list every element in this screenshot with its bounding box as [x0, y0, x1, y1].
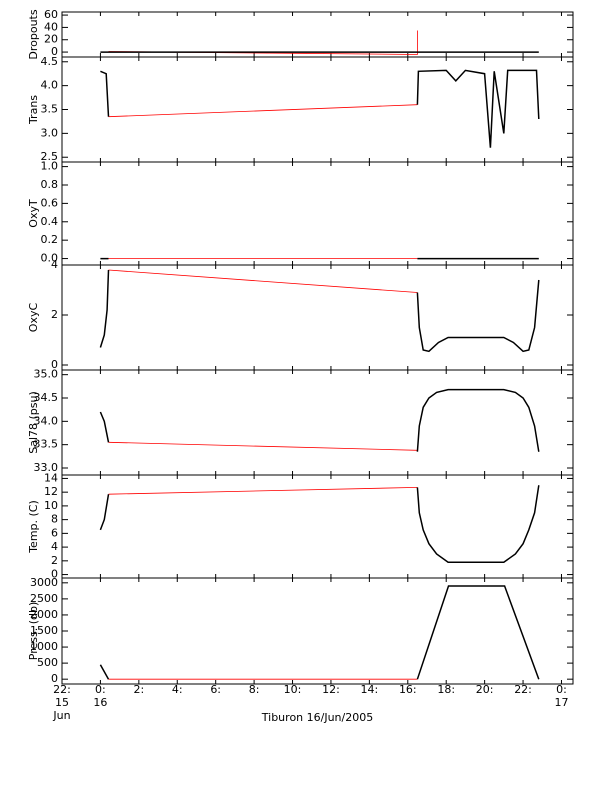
y-tick-label: 60 — [44, 8, 58, 21]
y-tick-label: 35.0 — [34, 368, 59, 381]
y-tick-label: 0 — [51, 672, 58, 685]
x-axis-label: Tiburon 16/Jun/2005 — [261, 711, 373, 724]
y-tick-label: 0.0 — [41, 252, 59, 265]
y-tick-label: 0.2 — [41, 233, 59, 246]
data-line — [99, 269, 540, 353]
y-tick-label: 34.5 — [34, 391, 59, 404]
x-date-label: 17 — [554, 696, 568, 709]
y-tick-label: 4 — [51, 540, 58, 553]
panel-frame — [61, 56, 574, 163]
y-tick-label: 0.6 — [41, 196, 59, 209]
gap-line — [108, 487, 418, 495]
x-tick-label: 10: — [284, 683, 302, 696]
panel-frame — [61, 161, 574, 266]
y-axis-label: OxyT — [27, 199, 40, 228]
y-tick-label: 0 — [51, 45, 58, 58]
y-axis-label: Dropouts — [27, 9, 40, 59]
y-tick-label: 1500 — [30, 624, 58, 637]
panel-frame — [61, 577, 574, 685]
data-line — [99, 485, 540, 563]
panel-frame — [61, 11, 574, 58]
data-line — [100, 69, 540, 148]
y-tick-label: 20 — [44, 33, 58, 46]
y-tick-label: 4.5 — [41, 55, 59, 68]
x-tick-label: 18: — [437, 683, 455, 696]
y-tick-label: 12 — [44, 485, 58, 498]
y-tick-label: 0 — [51, 358, 58, 371]
gap-line — [108, 269, 418, 293]
x-tick-label: 14: — [361, 683, 379, 696]
y-tick-label: 500 — [37, 656, 58, 669]
x-tick-label: 16: — [399, 683, 417, 696]
x-tick-label: 22: — [53, 683, 71, 696]
y-tick-label: 33.5 — [34, 438, 59, 451]
y-tick-label: 1.0 — [41, 160, 59, 173]
y-tick-label: 10 — [44, 499, 58, 512]
x-tick-label: 2: — [133, 683, 144, 696]
y-tick-label: 0.8 — [41, 178, 59, 191]
gap-line — [108, 104, 418, 118]
y-tick-label: 34.0 — [34, 414, 59, 427]
y-tick-label: 2500 — [30, 592, 58, 605]
y-tick-label: 3000 — [30, 576, 58, 589]
y-axis-label: Temp. (C) — [27, 500, 40, 554]
y-tick-label: 8 — [51, 513, 58, 526]
y-tick-label: 2000 — [30, 608, 58, 621]
panel-frame — [61, 369, 574, 476]
x-tick-label: 0: — [556, 683, 567, 696]
y-tick-label: 1000 — [30, 640, 58, 653]
y-tick-label: 3.0 — [41, 126, 59, 139]
y-tick-label: 2 — [51, 554, 58, 567]
x-tick-label: 12: — [322, 683, 340, 696]
x-date-label: 16 — [93, 696, 107, 709]
x-date-label: Jun — [52, 709, 70, 722]
x-date-label: 15 — [55, 696, 69, 709]
data-line — [99, 388, 540, 452]
y-tick-label: 6 — [51, 526, 58, 539]
x-tick-label: 6: — [210, 683, 221, 696]
y-axis-label: Press. (db) — [27, 602, 40, 661]
x-tick-label: 20: — [476, 683, 494, 696]
y-tick-label: 14 — [44, 471, 58, 484]
gap-line — [108, 441, 418, 451]
y-tick-label: 40 — [44, 20, 58, 33]
panel-frame — [61, 264, 574, 371]
gap-line — [108, 30, 418, 55]
y-axis-label: OxyC — [27, 303, 40, 333]
y-tick-label: 4 — [51, 258, 58, 271]
x-tick-label: 0: — [95, 683, 106, 696]
x-tick-label: 4: — [172, 683, 183, 696]
y-tick-label: 3.5 — [41, 103, 59, 116]
x-tick-label: 22: — [514, 683, 532, 696]
y-tick-label: 2.5 — [41, 150, 59, 163]
data-line — [99, 585, 540, 680]
y-tick-label: 33.0 — [34, 461, 59, 474]
y-tick-label: 0.4 — [41, 215, 59, 228]
y-tick-label: 0 — [51, 568, 58, 581]
y-axis-label: Sal78 (psu) — [27, 391, 40, 454]
y-tick-label: 2 — [51, 308, 58, 321]
y-axis-label: Trans — [27, 95, 40, 125]
x-tick-label: 8: — [249, 683, 260, 696]
y-tick-label: 4.0 — [41, 79, 59, 92]
